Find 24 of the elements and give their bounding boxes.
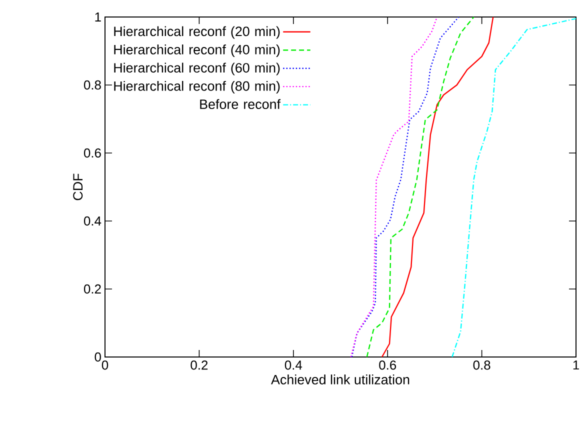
x-tick-label: 0.4 [284,360,302,370]
y-tick-label: 0.8 [84,80,101,90]
y-tick-label: 0.4 [84,216,102,226]
x-tick-label: 1 [573,360,579,370]
y-tick-label: 0.6 [84,148,101,158]
line-series [350,16,438,357]
y-tick-label: 0.2 [84,284,101,294]
legend-label: Before reconf [200,99,281,110]
y-axis-title: CDF [73,174,83,200]
legend-label: Hierarchical reconf (40 min) [114,44,280,58]
x-tick-label: 0.6 [379,360,396,370]
line-series [452,16,576,357]
x-axis-title: Achieved link utilization [271,374,410,384]
x-tick-label: 0.8 [473,360,490,370]
line-series [351,16,460,357]
y-tick-label: 1 [95,12,101,22]
legend-label: Hierarchical reconf (60 min) [114,62,280,76]
line-series [366,16,474,357]
line-series [381,16,494,357]
legend-label: Hierarchical reconf (80 min) [114,80,280,94]
x-tick-label: 0 [102,360,108,370]
x-tick-label: 0.2 [190,360,208,370]
y-tick-label: 0 [94,352,101,362]
legend-label: Hierarchical reconf (20 min) [114,26,280,39]
